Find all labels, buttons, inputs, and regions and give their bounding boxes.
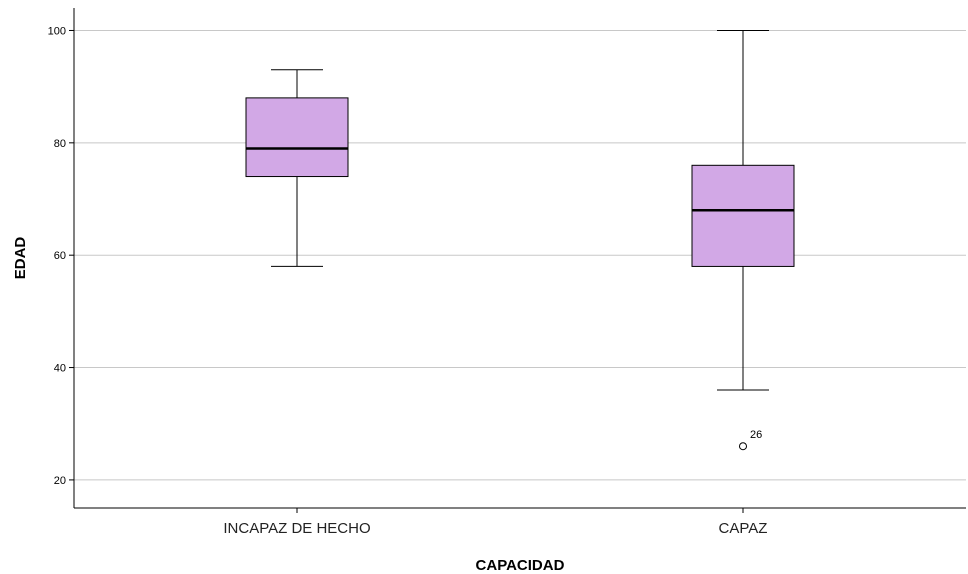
y-tick-label: 20 <box>54 475 66 487</box>
y-tick-labels: 20 40 60 80 100 <box>48 25 74 487</box>
y-tick-label: 60 <box>54 250 66 262</box>
y-tick-label: 40 <box>54 363 66 375</box>
outlier-point <box>739 442 747 451</box>
box-group <box>245 69 349 267</box>
x-category-label: CAPAZ <box>719 520 768 537</box>
box-iqr <box>245 97 349 178</box>
y-tick-label: 100 <box>48 25 66 37</box>
box-group: 26 <box>691 29 795 451</box>
box-iqr <box>691 164 795 267</box>
axes <box>73 8 966 509</box>
grid-lines <box>74 29 966 481</box>
outlier-label: 26 <box>750 429 762 441</box>
x-axis-title: CAPACIDAD <box>476 557 565 574</box>
y-tick-label: 80 <box>54 138 66 150</box>
boxes: 26 <box>245 29 795 451</box>
x-category-label: INCAPAZ DE HECHO <box>223 520 370 537</box>
x-category-labels: INCAPAZ DE HECHO CAPAZ <box>223 508 767 537</box>
y-axis-title: EDAD <box>12 237 29 280</box>
